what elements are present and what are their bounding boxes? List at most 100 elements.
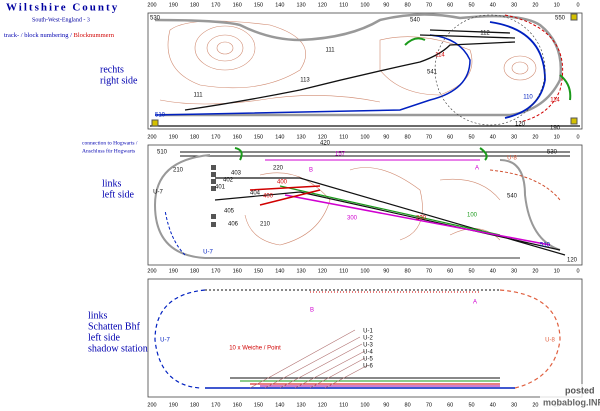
watermark: posted [565,385,595,395]
ruler-label: 200 [147,2,156,8]
block-label: U-7 [160,338,170,344]
block-label: 10 x Weiche / Point [229,346,281,352]
block-label: 420 [320,141,331,147]
note: Anschluss für Hogwarts [82,147,135,154]
ruler-label: 30 [511,134,517,140]
ruler-label: 60 [447,402,453,408]
panel-left-tracks [153,147,570,259]
block-label: 540 [507,194,518,200]
block-label: A [475,166,479,172]
side-label: shadow station [88,343,148,354]
panel-frames [147,12,583,398]
ruler-label: 90 [383,134,389,140]
block-label: 120 [515,122,526,128]
side-label: left side [88,332,120,343]
ruler-label: 50 [468,268,474,274]
ruler-label: 20 [532,402,538,408]
side-label: left side [102,189,134,200]
ruler-label: 60 [447,268,453,274]
ruler-label: 50 [468,134,474,140]
block-label: 400 [263,194,274,200]
ruler-label: 100 [360,268,369,274]
block-label: 190 [550,126,561,132]
block-label: 530 [547,150,558,156]
ruler-label: 150 [254,2,263,8]
block-label: 220 [273,166,284,172]
ruler-label: 140 [275,2,284,8]
block-label: 113 [300,78,310,84]
ruler-label: 100 [360,402,369,408]
block-label: 510 [540,243,551,249]
side-label: links [88,310,108,321]
ruler-label: 0 [576,134,579,140]
ruler-label: 180 [190,2,199,8]
ruler-label: 160 [233,402,242,408]
block-label: 550 [555,16,566,22]
ruler-label: 20 [532,134,538,140]
watermark: mobablog.INFO [543,397,600,407]
ruler-label: 80 [405,2,411,8]
ruler-label: 170 [211,2,220,8]
ruler-label: 100 [360,134,369,140]
ruler-label: 90 [383,2,389,8]
block-label: 402 [223,178,234,184]
block-label: 157 [335,152,346,158]
note: connection to Hogwarts / [82,140,138,146]
ruler-label: 130 [297,134,306,140]
panel-left [147,144,583,266]
ruler-label: 110 [339,268,348,274]
ruler-label: 180 [190,268,199,274]
ruler-label: 170 [211,268,220,274]
ruler-label: 80 [405,402,411,408]
ruler-label: 40 [490,268,496,274]
block-label: 210 [260,222,271,228]
ruler-label: 70 [426,134,432,140]
contours-left [244,167,501,246]
ruler-label: 90 [383,402,389,408]
block-label: 406 [228,222,239,228]
ruler-label: 40 [490,2,496,8]
ruler-label: 140 [275,268,284,274]
block-label: 114 [435,53,445,59]
block-label: 114 [550,98,560,104]
ruler-label: 170 [211,134,220,140]
ruler-label: 10 [554,134,560,140]
ruler-label: 20 [532,268,538,274]
ruler-label: 40 [490,134,496,140]
panel-right-tracks [150,13,580,127]
block-label: U-8 [507,156,517,162]
labels: 200 190 180 170 160 150 140 130 120 110 100 90 80 70 6… [82,2,600,411]
ruler-label: 120 [318,402,327,408]
block-label: 100 [467,213,478,219]
ruler-label: 190 [169,134,178,140]
ruler-label: 150 [254,268,263,274]
block-label: 405 [224,209,235,215]
block-label: 530 [150,16,161,22]
ruler-label: 130 [297,402,306,408]
block-label: U-7 [153,190,163,196]
ruler-label: 190 [169,268,178,274]
ruler-label: 110 [339,134,348,140]
ruler-label: 90 [383,268,389,274]
block-label: 210 [173,168,184,174]
ruler-label: 100 [360,2,369,8]
legend: track- / block numbering / Blocknummern [4,32,115,39]
ruler-label: 190 [169,402,178,408]
subtitle: South-West-England - 3 [32,17,90,23]
block-label: U-2 [363,336,373,342]
block-label: 541 [427,70,438,76]
block-label: 120 [567,258,578,264]
ruler-label: 130 [297,268,306,274]
ruler-label: 70 [426,402,432,408]
side-label: right side [100,75,138,86]
ruler-label: 30 [511,268,517,274]
ruler-label: 120 [318,268,327,274]
ruler-label: 180 [190,134,199,140]
ruler-label: 120 [318,134,327,140]
block-label: 403 [231,171,242,177]
ruler-label: 50 [468,2,474,8]
ruler-label: 200 [147,268,156,274]
ruler-label: 60 [447,134,453,140]
block-label: 510 [157,150,168,156]
block-label: 401 [215,185,226,191]
